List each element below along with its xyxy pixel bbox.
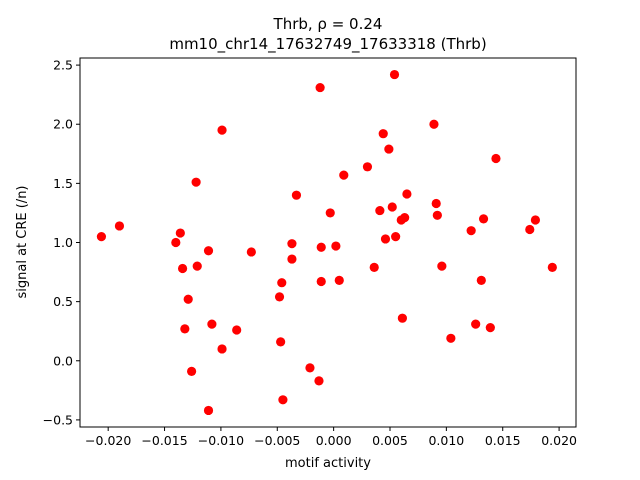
y-tick-label: −0.5 bbox=[43, 412, 73, 427]
data-point bbox=[316, 242, 326, 252]
data-point bbox=[114, 221, 125, 231]
data-point bbox=[287, 254, 297, 264]
data-point bbox=[246, 247, 256, 257]
data-point bbox=[291, 190, 302, 200]
data-point bbox=[96, 231, 107, 242]
x-ticks: −0.020 −0.015 −0.010 −0.005 0.000 0.005 0.010 0… bbox=[85, 427, 577, 448]
data-point bbox=[431, 198, 441, 209]
data-point bbox=[217, 125, 227, 135]
data-point bbox=[437, 261, 447, 271]
data-point bbox=[384, 144, 394, 154]
data-point bbox=[530, 215, 541, 225]
y-tick-label: 1.5 bbox=[53, 176, 73, 191]
data-point bbox=[362, 162, 373, 172]
y-tick-label: 2.0 bbox=[53, 117, 73, 132]
x-axis-label: motif activity bbox=[285, 456, 371, 471]
y-tick-label: 1.0 bbox=[53, 235, 73, 250]
x-tick-label: 0.020 bbox=[541, 433, 577, 448]
data-point bbox=[217, 344, 227, 354]
y-ticks: −0.5 0.0 0.5 1.0 1.5 2.0 2.5 bbox=[43, 58, 80, 427]
data-point bbox=[334, 275, 344, 285]
data-point bbox=[191, 177, 201, 187]
data-point bbox=[391, 231, 401, 242]
data-point bbox=[192, 261, 202, 271]
data-point bbox=[183, 294, 193, 304]
data-point bbox=[387, 202, 397, 212]
data-point bbox=[203, 405, 214, 416]
data-point bbox=[171, 237, 181, 248]
data-point bbox=[276, 337, 286, 347]
data-point bbox=[325, 208, 335, 218]
data-point bbox=[547, 262, 557, 272]
data-point bbox=[389, 69, 400, 80]
data-point bbox=[305, 363, 315, 373]
x-tick-label: 0.005 bbox=[372, 433, 408, 448]
data-point bbox=[446, 333, 456, 343]
data-point bbox=[400, 213, 410, 223]
plot-frame bbox=[79, 57, 577, 428]
data-point bbox=[187, 366, 197, 377]
data-point bbox=[369, 262, 379, 272]
data-point bbox=[375, 205, 385, 216]
data-point bbox=[478, 214, 489, 224]
data-point bbox=[380, 234, 391, 244]
data-point bbox=[274, 292, 285, 302]
data-point bbox=[378, 129, 388, 139]
data-point bbox=[402, 189, 412, 199]
data-point bbox=[315, 82, 325, 93]
x-tick-label: 0.000 bbox=[316, 433, 352, 448]
data-point bbox=[397, 313, 407, 323]
data-point bbox=[277, 278, 287, 288]
x-tick-label: 0.015 bbox=[485, 433, 521, 448]
data-point bbox=[466, 226, 476, 236]
data-point bbox=[331, 241, 341, 251]
data-point bbox=[429, 119, 439, 129]
y-tick-label: 2.5 bbox=[53, 58, 73, 73]
y-axis-label: signal at CRE (/n) bbox=[15, 185, 30, 298]
data-point bbox=[316, 276, 326, 287]
data-point bbox=[278, 395, 288, 405]
data-point bbox=[525, 224, 535, 235]
data-point bbox=[180, 324, 190, 334]
x-tick-label: −0.015 bbox=[141, 433, 187, 448]
x-tick-label: −0.005 bbox=[254, 433, 300, 448]
data-point bbox=[232, 325, 242, 335]
points-layer bbox=[96, 69, 557, 416]
data-point bbox=[339, 170, 349, 180]
data-point bbox=[203, 246, 214, 256]
data-point bbox=[207, 319, 217, 329]
data-point bbox=[287, 239, 297, 249]
x-tick-label: −0.010 bbox=[198, 433, 244, 448]
data-point bbox=[175, 228, 185, 238]
data-point bbox=[314, 376, 324, 386]
data-point bbox=[476, 275, 486, 285]
chart-title-line1: Thrb, ρ = 0.24 bbox=[273, 15, 383, 33]
data-point bbox=[432, 210, 442, 220]
data-point bbox=[177, 263, 188, 274]
y-tick-label: 0.0 bbox=[53, 353, 73, 368]
y-tick-label: 0.5 bbox=[53, 294, 73, 309]
data-point bbox=[491, 153, 501, 164]
data-point bbox=[471, 319, 481, 329]
chart-title-line2: mm10_chr14_17632749_17633318 (Thrb) bbox=[169, 35, 486, 54]
x-tick-label: 0.010 bbox=[428, 433, 464, 448]
x-tick-label: −0.020 bbox=[85, 433, 131, 448]
data-point bbox=[485, 323, 495, 333]
